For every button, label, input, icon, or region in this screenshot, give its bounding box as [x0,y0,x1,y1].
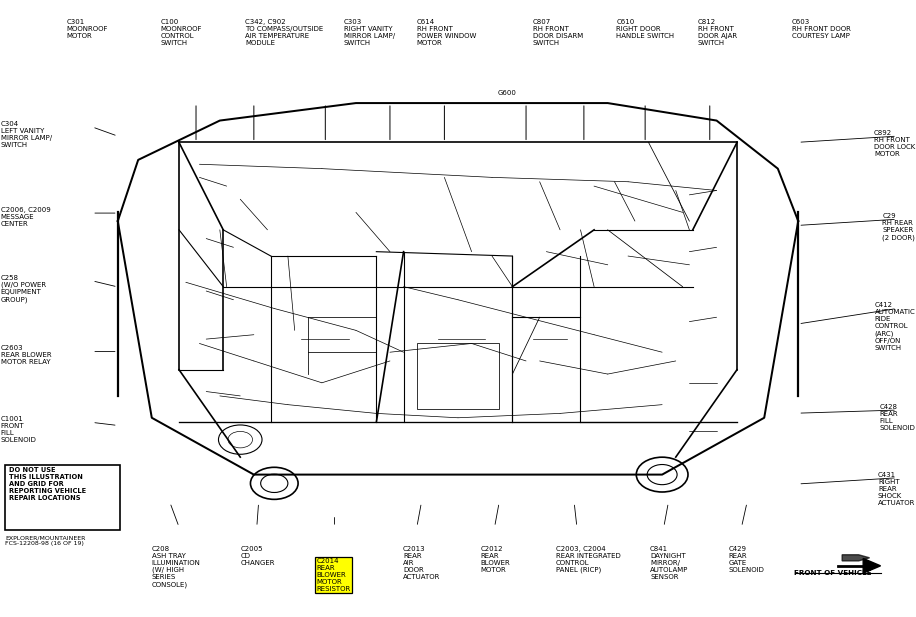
Text: C892
RH FRONT
DOOR LOCK
MOTOR: C892 RH FRONT DOOR LOCK MOTOR [874,130,915,157]
Text: C841
DAYNIGHT
MIRROR/
AUTOLAMP
SENSOR: C841 DAYNIGHT MIRROR/ AUTOLAMP SENSOR [650,545,689,579]
Text: C807
RH FRONT
DOOR DISARM
SWITCH: C807 RH FRONT DOOR DISARM SWITCH [533,19,583,46]
Text: C29
RH REAR
SPEAKER
(2 DOOR): C29 RH REAR SPEAKER (2 DOOR) [882,213,915,241]
Text: C342, C902
TO COMPASS/OUTSIDE
AIR TEMPERATURE
MODULE: C342, C902 TO COMPASS/OUTSIDE AIR TEMPER… [245,19,323,46]
Text: C812
RH FRONT
DOOR AJAR
SWITCH: C812 RH FRONT DOOR AJAR SWITCH [698,19,736,46]
Text: C2014
REAR
BLOWER
MOTOR
RESISTOR: C2014 REAR BLOWER MOTOR RESISTOR [316,558,351,592]
Text: C2603
REAR BLOWER
MOTOR RELAY: C2603 REAR BLOWER MOTOR RELAY [1,346,51,365]
Text: C2006, C2009
MESSAGE
CENTER: C2006, C2009 MESSAGE CENTER [1,207,50,227]
Text: C614
RH FRONT
POWER WINDOW
MOTOR: C614 RH FRONT POWER WINDOW MOTOR [417,19,476,46]
Text: C303
RIGHT VANITY
MIRROR LAMP/
SWITCH: C303 RIGHT VANITY MIRROR LAMP/ SWITCH [344,19,395,46]
Text: C208
ASH TRAY
ILLUMINATION
(W/ HIGH
SERIES
CONSOLE): C208 ASH TRAY ILLUMINATION (W/ HIGH SERI… [152,545,201,587]
Text: C100
MOONROOF
CONTROL
SWITCH: C100 MOONROOF CONTROL SWITCH [160,19,202,46]
Text: C429
REAR
GATE
SOLENOID: C429 REAR GATE SOLENOID [729,545,765,573]
Text: G600: G600 [497,90,517,96]
Text: C1001
FRONT
FILL
SOLENOID: C1001 FRONT FILL SOLENOID [1,416,37,443]
Text: C610
RIGHT DOOR
HANDLE SWITCH: C610 RIGHT DOOR HANDLE SWITCH [616,19,674,39]
Text: C301
MOONROOF
MOTOR: C301 MOONROOF MOTOR [67,19,108,39]
Polygon shape [863,558,880,573]
Polygon shape [842,555,869,561]
Text: EXPLORER/MOUNTAINEER
FCS-12208-98 (16 OF 19): EXPLORER/MOUNTAINEER FCS-12208-98 (16 OF… [5,535,85,546]
Bar [5,465,120,530]
Text: C304
LEFT VANITY
MIRROR LAMP/
SWITCH: C304 LEFT VANITY MIRROR LAMP/ SWITCH [1,121,52,147]
Text: C258
(W/O POWER
EQUIPMENT
GROUP): C258 (W/O POWER EQUIPMENT GROUP) [1,275,46,303]
Bar [417,344,499,409]
Text: C2005
CD
CHANGER: C2005 CD CHANGER [240,545,275,566]
Text: C412
AUTOMATIC
RIDE
CONTROL
(ARC)
OFF/ON
SWITCH: C412 AUTOMATIC RIDE CONTROL (ARC) OFF/ON… [875,302,915,351]
Text: C2003, C2004
REAR INTEGRATED
CONTROL
PANEL (RICP): C2003, C2004 REAR INTEGRATED CONTROL PAN… [556,545,621,573]
Text: C603
RH FRONT DOOR
COURTESY LAMP: C603 RH FRONT DOOR COURTESY LAMP [791,19,851,39]
Text: C431
RIGHT
REAR
SHOCK
ACTUATOR: C431 RIGHT REAR SHOCK ACTUATOR [878,471,915,506]
Text: C2012
REAR
BLOWER
MOTOR: C2012 REAR BLOWER MOTOR [481,545,510,573]
Text: FRONT OF VEHICLE: FRONT OF VEHICLE [794,570,872,576]
Text: C428
REAR
FILL
SOLENOID: C428 REAR FILL SOLENOID [879,404,915,431]
Text: C2013
REAR
AIR
DOOR
ACTUATOR: C2013 REAR AIR DOOR ACTUATOR [403,545,441,579]
Text: DO NOT USE
THIS ILLUSTRATION
AND GRID FOR
REPORTING VEHICLE
REPAIR LOCATIONS: DO NOT USE THIS ILLUSTRATION AND GRID FO… [9,467,86,502]
